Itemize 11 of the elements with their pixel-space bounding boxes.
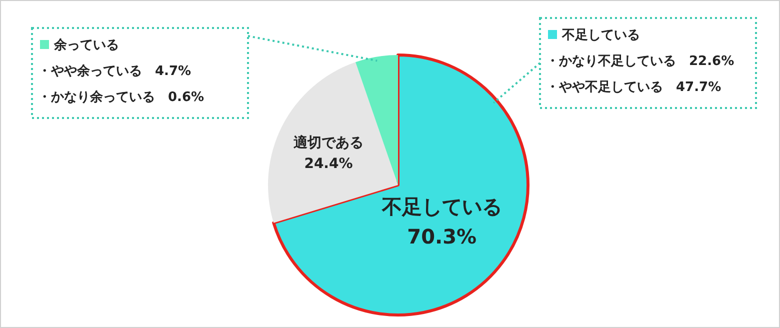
pie-slice xyxy=(272,54,530,316)
text: ・かなり余っている 0.6% xyxy=(38,90,204,105)
text: ・やや不足している 47.7% xyxy=(546,80,722,95)
legend-label: 余っている xyxy=(53,38,119,53)
text: ・かなり不足している 22.6% xyxy=(546,54,734,69)
slice-label: 適切である xyxy=(292,134,364,151)
slice-label: 不足している xyxy=(380,194,502,219)
text: ・やや余っている 4.7% xyxy=(38,64,192,79)
data-label: 70.3% xyxy=(407,224,477,249)
data-label: 24.4% xyxy=(304,156,353,172)
legend-label: 不足している xyxy=(561,28,640,43)
